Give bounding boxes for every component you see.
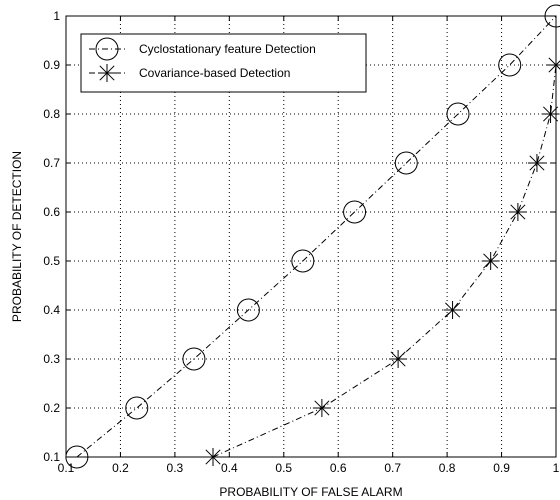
legend-label: Covariance-based Detection	[139, 66, 290, 80]
asterisk-marker	[508, 203, 527, 221]
asterisk-marker	[443, 301, 462, 319]
asterisk-marker	[389, 350, 408, 368]
legend-label: Cyclostationary feature Detection	[139, 42, 316, 56]
circle-marker	[498, 53, 522, 77]
x-tick-label: 1	[553, 461, 560, 475]
y-tick-label: 0.1	[43, 450, 60, 464]
series-line	[212, 64, 557, 458]
legend: Cyclostationary feature Detection Covaria…	[80, 33, 367, 93]
x-axis-title: PROBABILITY OF FALSE ALARM	[219, 485, 402, 499]
asterisk-marker	[204, 448, 222, 466]
circle-marker	[544, 4, 560, 28]
y-tick-label: 1	[53, 9, 60, 23]
y-tick-label: 0.5	[43, 254, 60, 268]
x-tick-label: 0.5	[275, 461, 292, 475]
asterisk-marker	[547, 56, 560, 74]
x-tick-label: 0.3	[167, 461, 184, 475]
circle-marker	[291, 249, 315, 273]
y-tick-label: 0.9	[43, 58, 60, 72]
series	[65, 4, 560, 469]
asterisk-marker	[481, 252, 500, 270]
legend-marker	[98, 64, 116, 82]
circle-marker	[125, 396, 149, 420]
y-tick-label: 0.2	[43, 401, 60, 415]
y-axis-title: PROBABILITY OF DETECTION	[10, 151, 24, 322]
grid	[66, 16, 556, 457]
asterisk-marker	[527, 154, 546, 172]
legend-box	[80, 33, 367, 93]
y-tick-label: 0.6	[43, 205, 60, 219]
asterisk-marker	[541, 105, 560, 123]
legend-item: Covariance-based Detection	[89, 64, 290, 82]
x-tick-label: 0.6	[330, 461, 347, 475]
x-tick-label: 0.1	[58, 461, 75, 475]
legend-marker	[95, 37, 119, 61]
y-tick-label: 0.7	[43, 156, 60, 170]
x-tick-label: 0.8	[439, 461, 456, 475]
x-tick-label: 0.7	[384, 461, 401, 475]
x-tick-label: 0.2	[112, 461, 129, 475]
series-1	[65, 4, 560, 469]
y-tick-label: 0.8	[43, 107, 60, 121]
plot-frame	[65, 15, 557, 458]
legend-item: Cyclostationary feature Detection	[89, 37, 316, 61]
circle-marker	[65, 445, 89, 469]
y-tick-label: 0.4	[43, 303, 60, 317]
circle-marker	[446, 102, 470, 126]
series-line	[76, 15, 557, 458]
x-tick-label: 0.9	[493, 461, 510, 475]
y-tick-label: 0.3	[43, 352, 60, 366]
ticks: 0.1 0.2 0.3 0.4 0.5 0.6 0.7 0.8 0.9 1 0.1 0.2 0.3 0.4…	[43, 9, 559, 475]
circle-marker	[236, 298, 260, 322]
circle-marker	[182, 347, 206, 371]
series-2	[204, 56, 560, 466]
circle-marker	[394, 151, 418, 175]
asterisk-marker	[312, 399, 331, 417]
circle-marker	[343, 200, 367, 224]
x-tick-label: 0.4	[221, 461, 238, 475]
